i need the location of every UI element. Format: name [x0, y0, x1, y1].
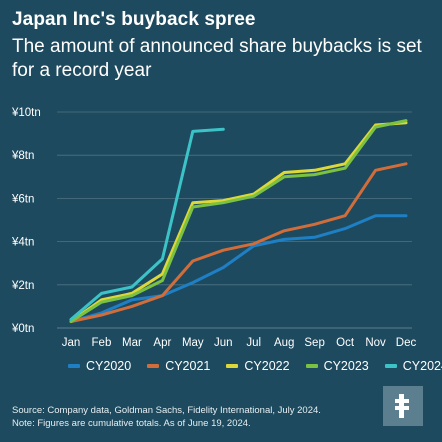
legend-label: CY2021 — [165, 359, 211, 373]
source-note: Source: Company data, Goldman Sachs, Fid… — [12, 405, 321, 416]
chart-title: Japan Inc's buyback spree — [12, 9, 256, 30]
legend-swatch — [305, 364, 318, 368]
legend-item-cy2022: CY2022 — [226, 359, 290, 373]
series-line-cy2024 — [69, 127, 225, 321]
legend-swatch — [147, 364, 160, 368]
y-tick-label: ¥6tn — [11, 193, 34, 205]
x-tick-label: May — [182, 337, 204, 349]
y-tick-label: ¥10tn — [11, 107, 41, 119]
legend-swatch — [68, 364, 80, 368]
x-tick-label: Oct — [336, 337, 355, 349]
y-axis-ticks: ¥0tn ¥2tn ¥4tn ¥6tn ¥8tn ¥10tn — [11, 107, 41, 335]
series-line-cy2021 — [69, 162, 408, 323]
legend-item-cy2021: CY2021 — [147, 359, 210, 373]
x-tick-label: Jun — [214, 337, 233, 349]
x-tick-label: Sep — [304, 337, 324, 349]
x-tick-label: Dec — [396, 337, 417, 349]
fidelity-logo — [383, 386, 423, 426]
legend-swatch — [226, 364, 239, 368]
legend: CY2020 CY2021 CY2022 CY2023 CY2024 — [68, 359, 442, 373]
y-tick-label: ¥8tn — [11, 150, 34, 162]
series-line-cy2020 — [69, 214, 408, 323]
x-tick-label: Mar — [122, 337, 142, 349]
y-tick-label: ¥0tn — [11, 323, 34, 335]
series-lines — [69, 119, 408, 323]
legend-label: CY2023 — [323, 359, 369, 373]
legend-item-cy2023: CY2023 — [305, 359, 369, 373]
chart-subtitle: The amount of announced share buybacks i… — [12, 36, 422, 81]
x-tick-label: Nov — [365, 337, 386, 349]
series-line-cy2023 — [69, 119, 408, 323]
legend-label: CY2024 — [402, 359, 442, 373]
figures-note: Note: Figures are cumulative totals. As … — [12, 418, 251, 429]
x-tick-label: Jan — [62, 337, 81, 349]
series-line-cy2022 — [69, 121, 408, 323]
legend-item-cy2020: CY2020 — [68, 359, 131, 373]
y-tick-label: ¥4tn — [11, 237, 34, 249]
fidelity-logo-icon — [395, 394, 409, 418]
x-axis-ticks: Jan Feb Mar Apr May Jun Jul Aug Sep Oct Nov Dec — [62, 337, 417, 349]
x-tick-label: Jul — [246, 337, 261, 349]
x-tick-label: Apr — [153, 337, 171, 349]
legend-item-cy2024: CY2024 — [384, 359, 442, 373]
legend-swatch — [384, 364, 397, 368]
footer: Source: Company data, Goldman Sachs, Fid… — [12, 404, 321, 430]
legend-label: CY2022 — [244, 359, 290, 373]
legend-label: CY2020 — [86, 359, 132, 373]
y-tick-label: ¥2tn — [11, 280, 34, 292]
x-tick-label: Aug — [274, 337, 294, 349]
x-tick-label: Feb — [92, 337, 112, 349]
